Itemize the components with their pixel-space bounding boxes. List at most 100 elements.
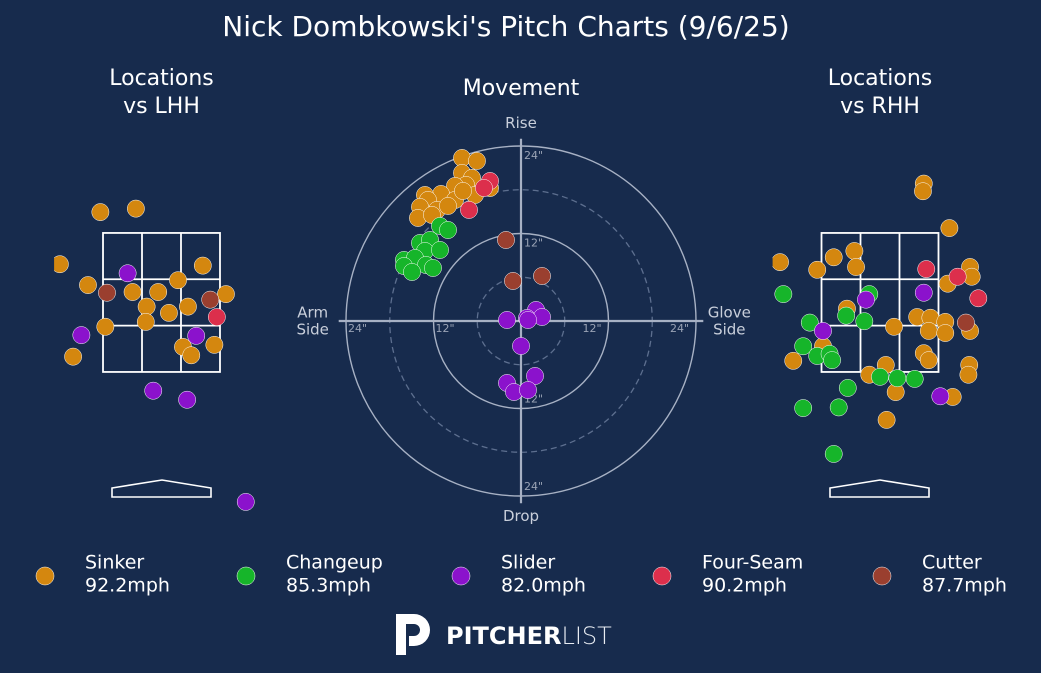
- pitch-point: [877, 411, 896, 429]
- legend-label: Slider: [501, 552, 555, 574]
- pitch-point: [914, 182, 932, 201]
- ring-label: 24": [524, 480, 543, 493]
- pitch-point: [96, 317, 115, 336]
- axis-label: Rise: [505, 114, 537, 132]
- pitch-point: [800, 313, 819, 332]
- pitch-point: [948, 267, 967, 286]
- home-plate: [111, 479, 212, 498]
- axis-label: Side: [713, 321, 745, 339]
- pitch-point: [179, 297, 197, 316]
- pitch-point: [824, 445, 843, 463]
- ring-label: 12": [583, 322, 602, 335]
- points: [395, 149, 551, 401]
- panel-title: Movement: [463, 76, 580, 101]
- pitch-point: [814, 322, 832, 340]
- pitch-point: [431, 241, 449, 259]
- legend-speed: 85.3mph: [286, 575, 371, 597]
- brand-name: PITCHERLIST: [446, 622, 612, 650]
- pitch-point: [91, 203, 110, 221]
- ring-label: 24": [348, 322, 367, 335]
- pitch-point: [533, 267, 551, 285]
- points: [54, 199, 255, 511]
- brand-logo: PITCHERLIST: [396, 614, 612, 655]
- panel-title: Locations: [828, 66, 933, 91]
- pitch-point: [193, 256, 212, 275]
- ring-label: 12": [524, 236, 543, 249]
- pitch-point: [857, 290, 875, 309]
- pitch-point: [439, 197, 457, 215]
- legend-speed: 92.2mph: [85, 575, 170, 597]
- ring-label: 24": [670, 322, 689, 335]
- pitch-point: [453, 149, 471, 167]
- panel-title: Locations: [109, 66, 214, 91]
- pitch-point: [794, 337, 813, 356]
- legend-label: Changeup: [286, 552, 383, 574]
- pitch-point: [201, 290, 220, 309]
- pitch-point: [808, 260, 827, 279]
- pitch-point: [794, 399, 813, 417]
- home-plate: [829, 479, 930, 498]
- legend-label: Cutter: [922, 552, 982, 574]
- pitch-point: [123, 283, 142, 301]
- legend-marker: [872, 566, 892, 586]
- pitch-point: [497, 231, 515, 249]
- pitch-point: [79, 276, 97, 294]
- pitch-point: [439, 221, 457, 239]
- pitch-point: [784, 351, 803, 370]
- pitch-point: [519, 311, 537, 329]
- legend-marker: [35, 566, 55, 586]
- points: [772, 174, 988, 463]
- pitch-point: [208, 308, 226, 326]
- pitch-point: [149, 283, 168, 301]
- pitch-point: [940, 219, 959, 237]
- pitch-point: [160, 304, 178, 322]
- pitch-point: [72, 326, 91, 344]
- panel-title: vs LHH: [123, 94, 200, 119]
- pitch-point: [888, 369, 907, 388]
- legend-label: Sinker: [85, 552, 144, 574]
- pitch-point: [205, 335, 224, 354]
- legend-marker: [652, 566, 672, 586]
- panel-title: vs RHH: [840, 94, 920, 119]
- pitch-point: [512, 337, 530, 355]
- pitch-point: [969, 289, 988, 308]
- pitch-point: [855, 312, 874, 331]
- pitch-point: [845, 242, 864, 260]
- axis-label: Drop: [503, 507, 539, 525]
- pitch-point: [774, 285, 793, 303]
- axis-label: Arm: [297, 304, 328, 322]
- pitch-point: [54, 255, 69, 274]
- pitch-point: [838, 379, 857, 397]
- pitch-point: [772, 253, 789, 271]
- pitch-point: [137, 297, 156, 316]
- brand-bold: PITCHER: [446, 622, 561, 650]
- pitch-point: [931, 387, 950, 406]
- legend-marker: [236, 566, 256, 586]
- pitch-point: [182, 346, 201, 365]
- pitch-point: [127, 199, 145, 218]
- pitch-point: [403, 263, 421, 281]
- pitch-point: [519, 381, 537, 399]
- pitch-point: [919, 351, 938, 369]
- pitch-point: [914, 283, 933, 302]
- chart-title: Nick Dombkowski's Pitch Charts (9/6/25): [222, 10, 789, 43]
- pitch-point: [885, 317, 903, 336]
- pitch-point: [959, 365, 978, 384]
- pitch-point: [936, 324, 955, 342]
- pitch-point: [957, 313, 975, 332]
- ring-label: 24": [524, 149, 543, 162]
- pitch-point: [217, 285, 235, 303]
- pitch-point: [424, 259, 442, 277]
- pitch-point: [98, 283, 116, 302]
- pitch-point: [460, 201, 478, 219]
- pitch-point: [118, 264, 137, 283]
- pitch-point: [144, 381, 163, 400]
- legend-speed: 90.2mph: [702, 575, 787, 597]
- legend-label: Four-Seam: [702, 552, 803, 574]
- pitch-point: [169, 271, 187, 290]
- pitch-point: [454, 182, 472, 200]
- legend-speed: 87.7mph: [922, 575, 1007, 597]
- pitch-point: [526, 367, 544, 385]
